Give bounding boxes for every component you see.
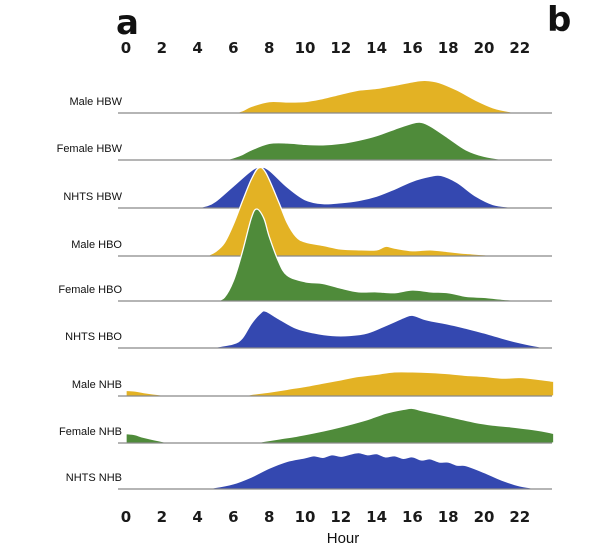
x-tick-top-10: 10 xyxy=(295,39,316,57)
series-label-nhts-nhb: NHTS NHB xyxy=(66,472,122,484)
x-tick-bottom-18: 18 xyxy=(438,508,459,526)
x-tick-bottom-12: 12 xyxy=(330,508,351,526)
series-labels: Male HBW Female HBW NHTS HBW Male HBO Female… xyxy=(57,96,123,484)
series-label-nhts-hbo: NHTS HBO xyxy=(65,331,122,343)
ridgeline-series xyxy=(118,79,555,490)
x-tick-top-20: 20 xyxy=(474,39,495,57)
x-tick-bottom-10: 10 xyxy=(295,508,316,526)
series-label-male-hbw: Male HBW xyxy=(69,96,122,108)
x-tick-top-4: 4 xyxy=(192,39,202,57)
series-label-male-nhb: Male NHB xyxy=(72,379,122,391)
x-tick-bottom-16: 16 xyxy=(402,508,423,526)
x-tick-bottom-6: 6 xyxy=(228,508,238,526)
ridge-male-nhb-part-2 xyxy=(241,371,555,397)
series-label-female-hbw: Female HBW xyxy=(57,143,123,155)
ridge-male-nhb-part-1 xyxy=(125,389,181,397)
x-tick-top-8: 8 xyxy=(264,39,274,57)
panel-label-b: b xyxy=(547,0,571,40)
x-tick-bottom-22: 22 xyxy=(509,508,530,526)
x-tick-top-6: 6 xyxy=(228,39,238,57)
x-tick-top-12: 12 xyxy=(330,39,351,57)
series-label-female-hbo: Female HBO xyxy=(58,284,122,296)
x-axis-top-ticks: 0 2 4 6 8 10 12 14 16 18 20 22 xyxy=(121,39,530,57)
ridge-nhts-hbo xyxy=(202,310,553,349)
panel-label-a: a xyxy=(116,3,139,43)
ridge-female-hbo xyxy=(214,208,548,302)
x-tick-bottom-20: 20 xyxy=(474,508,495,526)
x-tick-bottom-0: 0 xyxy=(121,508,131,526)
x-tick-top-2: 2 xyxy=(157,39,167,57)
ridge-male-hbo xyxy=(205,166,521,257)
ridge-female-nhb-part-1 xyxy=(125,432,177,444)
x-tick-bottom-4: 4 xyxy=(192,508,202,526)
x-tick-bottom-2: 2 xyxy=(157,508,167,526)
series-label-male-hbo: Male HBO xyxy=(71,239,122,251)
ridge-nhts-nhb xyxy=(196,451,548,490)
x-tick-top-14: 14 xyxy=(366,39,387,57)
x-tick-top-18: 18 xyxy=(438,39,459,57)
ridge-female-nhb-part-2 xyxy=(250,407,555,444)
x-tick-bottom-8: 8 xyxy=(264,508,274,526)
ridge-female-hbw xyxy=(223,121,521,161)
x-axis-title: Hour xyxy=(327,530,360,547)
ridge-male-hbw xyxy=(232,79,530,114)
series-label-nhts-hbw: NHTS HBW xyxy=(63,191,122,203)
series-label-female-nhb: Female NHB xyxy=(59,426,122,438)
x-axis-bottom-ticks: 0 2 4 6 8 10 12 14 16 18 20 22 xyxy=(121,508,530,526)
x-tick-bottom-14: 14 xyxy=(366,508,387,526)
x-tick-top-22: 22 xyxy=(509,39,530,57)
x-tick-top-16: 16 xyxy=(402,39,423,57)
x-tick-top-0: 0 xyxy=(121,39,131,57)
